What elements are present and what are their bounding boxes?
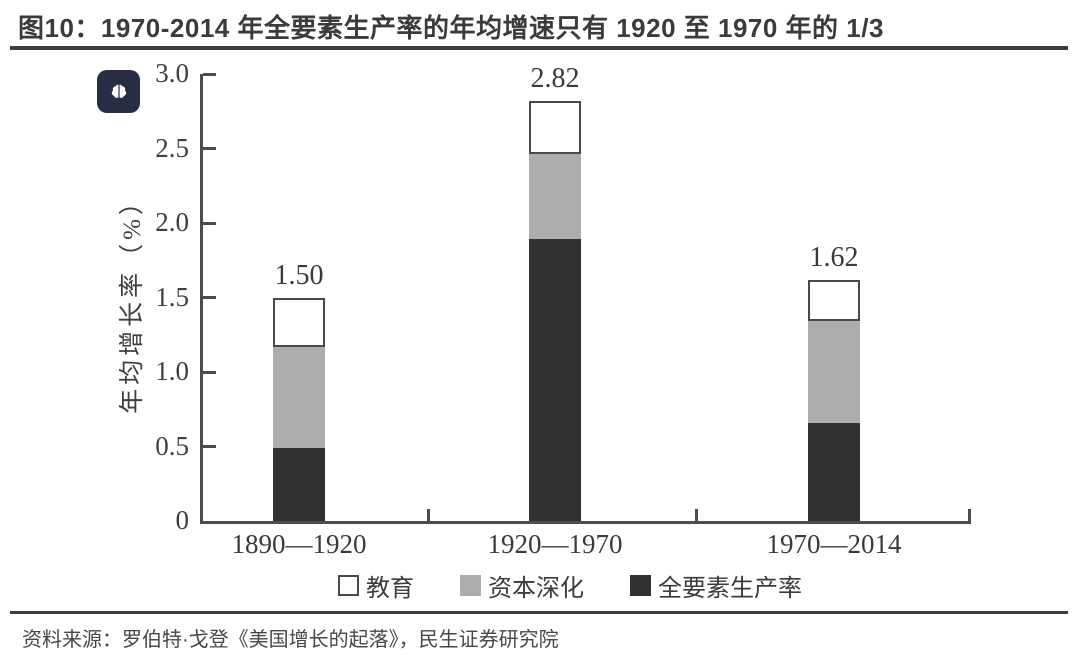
legend-item: 教育: [338, 568, 414, 603]
brain-icon: [111, 84, 126, 98]
bar-segment-教育: [273, 297, 325, 347]
legend-label: 资本深化: [488, 576, 584, 602]
figure-title: 图10：1970-2014 年全要素生产率的年均增速只有 1920 至 1970…: [18, 13, 884, 43]
y-tick: [203, 445, 216, 448]
bar-segment-全要素生产率: [273, 448, 325, 521]
bar-total-label: 2.82: [530, 62, 580, 94]
y-tick-label: 0.5: [155, 430, 189, 461]
category-label: 1920—1970: [487, 529, 623, 559]
bar-segment-资本深化: [273, 346, 325, 448]
bar-total-label: 1.62: [809, 241, 859, 273]
y-tick: [203, 147, 216, 150]
legend-swatch: [338, 575, 359, 596]
y-tick-label: 1.5: [155, 281, 189, 312]
x-tick: [968, 509, 971, 521]
legend-swatch: [460, 575, 481, 596]
bar-segment-全要素生产率: [808, 422, 860, 521]
y-tick-label: 1.0: [155, 356, 189, 386]
y-tick: [203, 221, 216, 225]
y-tick-label: 2.0: [155, 207, 189, 237]
bar-segment-教育: [529, 100, 581, 155]
x-tick: [694, 509, 698, 521]
y-tick: [203, 370, 216, 374]
source-note: 资料来源：罗伯特·戈登《美国增长的起落》，民生证券研究院: [22, 629, 559, 651]
footer-divider: [10, 611, 1068, 614]
bar-segment-教育: [808, 279, 860, 322]
bar-total-label: 1.50: [274, 259, 324, 291]
legend: 教育 资本深化 全要素生产率: [200, 568, 940, 603]
legend-item: 资本深化: [460, 568, 584, 603]
bar-segment-全要素生产率: [529, 239, 581, 521]
y-tick-label: 0: [175, 505, 190, 535]
bar-segment-资本深化: [808, 321, 860, 423]
legend-label: 全要素生产率: [658, 576, 802, 602]
legend-swatch: [630, 575, 651, 596]
legend-label: 教育: [366, 576, 414, 602]
y-tick-label: 2.5: [155, 132, 189, 163]
category-label: 1970—2014: [766, 529, 902, 559]
bar-segment-资本深化: [529, 154, 581, 240]
legend-item: 全要素生产率: [630, 568, 802, 603]
category-label: 1890—1920: [231, 529, 367, 559]
title-underline: [10, 46, 1068, 50]
y-tick: [203, 72, 216, 76]
y-tick-label: 3.0: [155, 58, 189, 88]
plot-area: 0 0.5 1.0 1.5 2.0 2.5 3.0 1.50 1890—1920 2.82 1920…: [155, 60, 971, 558]
brand-logo: [97, 70, 140, 113]
y-tick: [203, 296, 216, 299]
x-tick: [427, 509, 430, 521]
